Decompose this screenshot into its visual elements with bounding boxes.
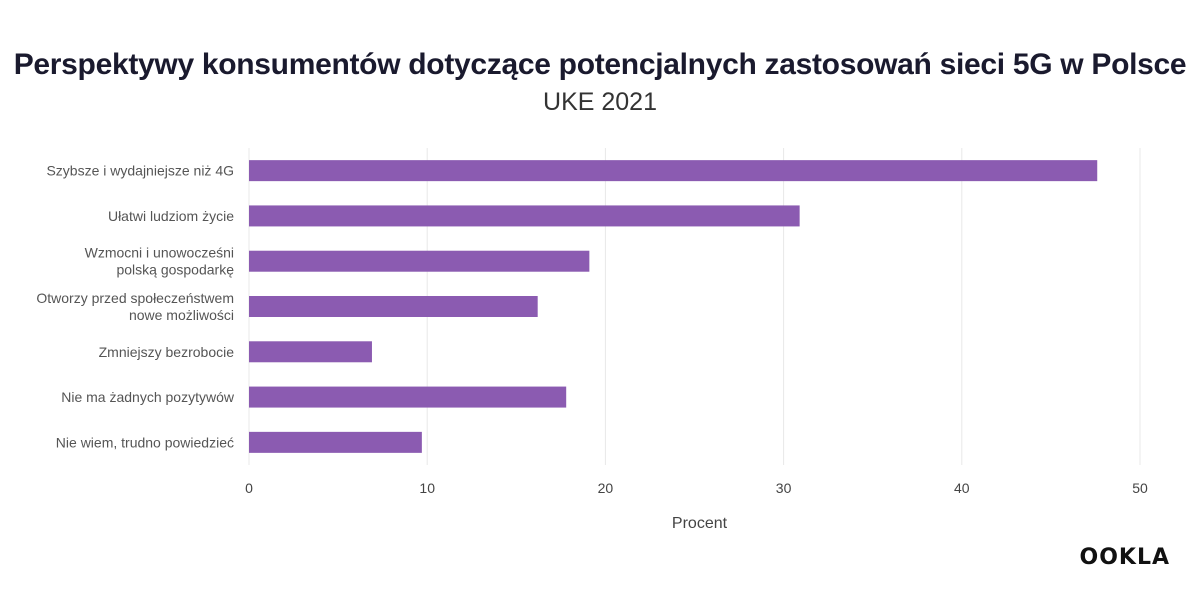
x-axis-title: Procent — [672, 515, 728, 532]
bar — [249, 386, 567, 408]
bar — [249, 160, 1098, 182]
category-label: Otworzy przed społeczeństwem — [36, 290, 234, 306]
category-label: Szybsze i wydajniejsze niż 4G — [46, 163, 234, 179]
category-label: Nie wiem, trudno powiedzieć — [56, 434, 234, 450]
x-tick-label: 10 — [419, 480, 435, 496]
bar — [249, 205, 800, 227]
bar — [249, 296, 538, 317]
x-tick-label: 50 — [1132, 480, 1148, 496]
x-tick-label: 20 — [598, 480, 614, 496]
chart-subtitle: UKE 2021 — [543, 88, 657, 116]
category-label: Ułatwi ludziom życie — [108, 208, 234, 224]
chart-title: Perspektywy konsumentów dotyczące potenc… — [13, 48, 1187, 81]
category-label: Nie ma żadnych pozytywów — [61, 389, 235, 405]
bar — [249, 250, 590, 272]
bar — [249, 431, 422, 453]
x-tick-label: 0 — [245, 480, 253, 496]
ookla-logo: OOKLA — [1079, 545, 1170, 570]
bar — [249, 341, 372, 363]
x-tick-label: 40 — [954, 480, 970, 496]
category-label: Zmniejszy bezrobocie — [99, 344, 235, 360]
category-label: polską gospodarkę — [116, 262, 234, 278]
category-label: Wzmocni i unowocześni — [85, 245, 234, 261]
x-tick-label: 30 — [776, 480, 792, 496]
category-label: nowe możliwości — [129, 307, 234, 323]
